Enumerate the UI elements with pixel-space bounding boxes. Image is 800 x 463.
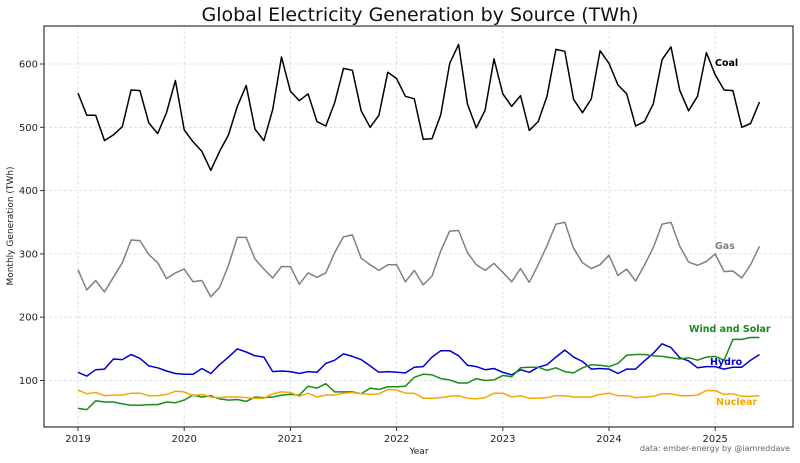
x-tick-label: 2022 [384,434,409,445]
y-tick-label: 200 [19,313,38,324]
coal-label: Coal [715,58,738,69]
y-tick-label: 400 [19,186,38,197]
x-tick-label: 2019 [65,434,90,445]
grid [44,26,793,427]
hydro-line [77,343,760,377]
x-axis-label: Year [408,447,428,457]
nuclear-line [77,388,760,400]
y-tick-label: 300 [19,249,38,260]
series-group [77,43,761,411]
y-axis-label: Monthly Generation (TWh) [6,166,16,285]
y-tick-label: 600 [19,60,38,71]
x-tick-label: 2021 [278,434,303,445]
x-tick-label: 2024 [596,434,621,445]
x-axis: 2019 2020 2021 2022 2023 2024 2025 [65,427,728,445]
series-labels: Coal Gas Hydro Wind and Solar Nuclear [689,58,771,408]
gas-line [77,221,761,298]
x-tick-label: 2025 [702,434,727,445]
nuclear-label: Nuclear [716,397,757,408]
y-tick-label: 100 [19,376,38,387]
y-axis: 100 200 300 400 500 600 [19,60,44,387]
wind-and-solar-label: Wind and Solar [689,324,771,335]
x-tick-label: 2020 [171,434,196,445]
hydro-label: Hydro [710,357,743,368]
chart-title: Global Electricity Generation by Source … [202,4,639,26]
wind-and-solar-line [77,336,760,411]
credit-text: data: ember-energy by @iamreddave [640,444,790,453]
plot-frame [43,25,794,428]
gas-label: Gas [715,241,735,252]
x-tick-label: 2023 [490,434,515,445]
coal-line [77,43,761,172]
y-tick-label: 500 [19,123,38,134]
